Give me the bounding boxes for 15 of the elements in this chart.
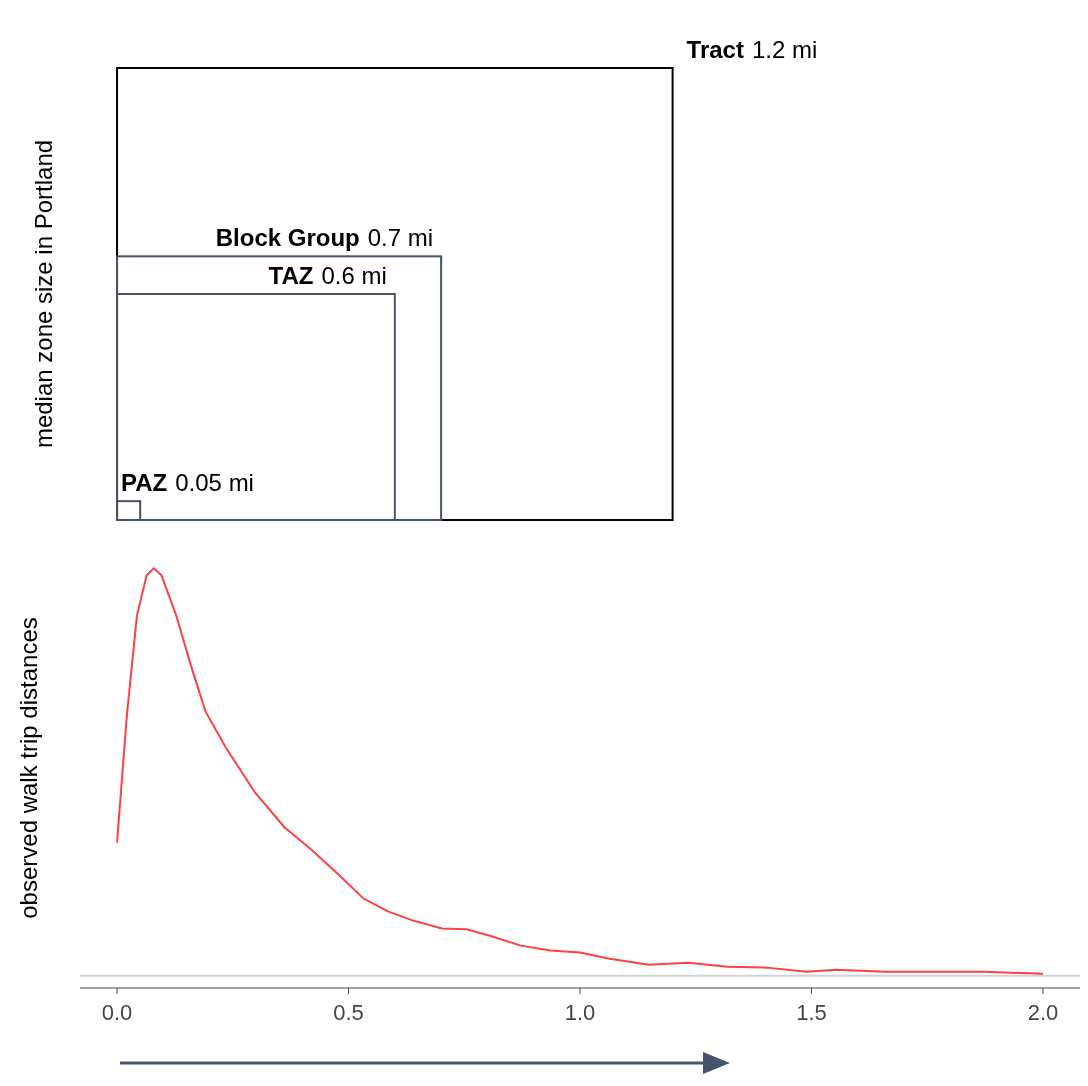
category-label: Tract [686, 36, 744, 63]
x-tick-label: 2.0 [1027, 999, 1059, 1025]
data-label: 1.2 mi [751, 36, 818, 63]
data-label: 0.7 mi [367, 224, 434, 252]
x-tick-label: 1.0 [564, 999, 596, 1025]
category-label: Block Group [215, 224, 360, 252]
x-tick-label: 0.0 [101, 999, 133, 1025]
text: median zone size in Portland [30, 139, 57, 449]
data-label: 0.6 mi [321, 262, 387, 289]
x-tick-label: 0.5 [333, 999, 364, 1025]
x-tick-label: 1.5 [796, 999, 827, 1025]
data-label: 0.05 mi [175, 469, 254, 497]
y-axis-title: observed walk trip distances [14, 617, 42, 919]
category-label: TAZ [268, 262, 314, 289]
category-label: PAZ [121, 469, 168, 497]
